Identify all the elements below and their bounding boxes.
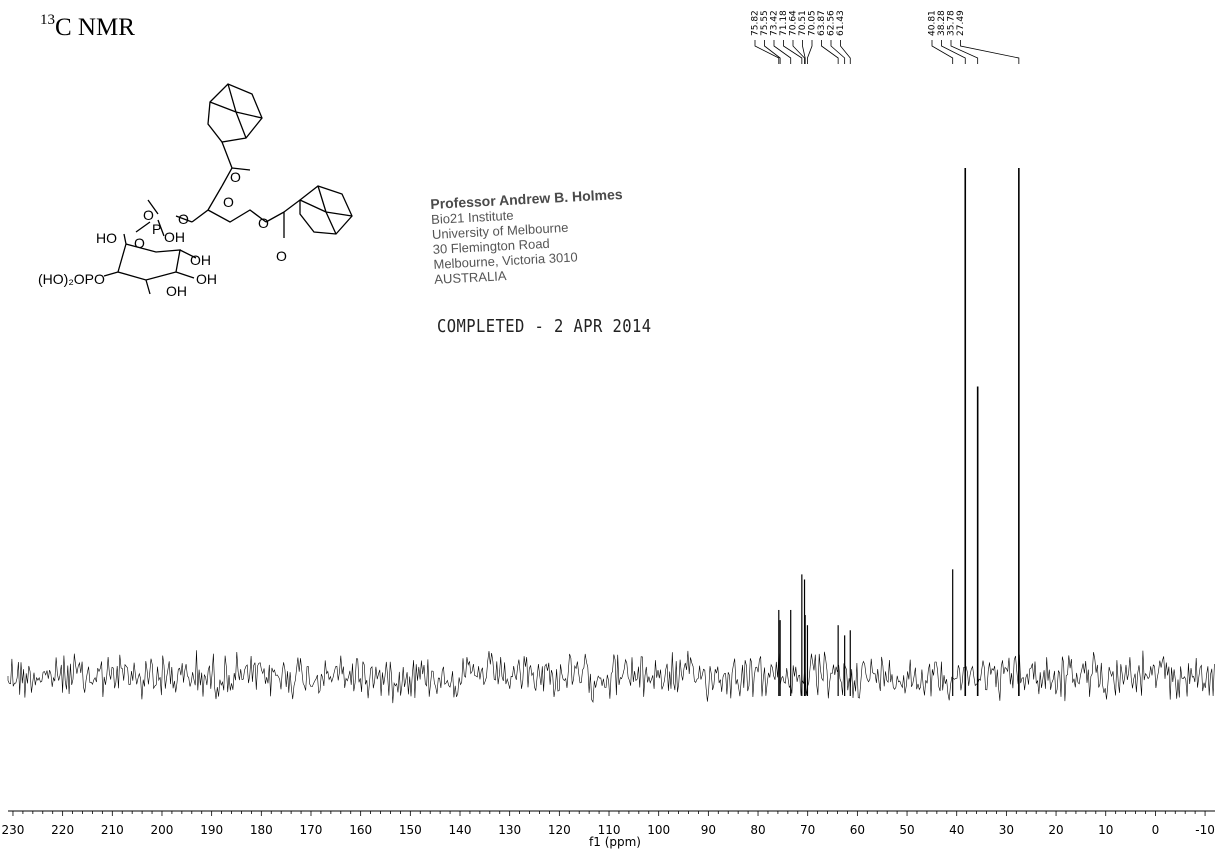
label-o-carbonyl-1: O <box>230 169 241 185</box>
peak-leader-70-51 <box>802 40 806 64</box>
x-tick-label: 180 <box>250 823 273 837</box>
peak-leader-71-18 <box>783 40 803 64</box>
peak-label-group: 75.82 75.55 73.42 71.18 70.64 70.51 70.05 63.87… <box>751 10 1020 64</box>
peak-label-61-43: 61.43 <box>836 10 846 36</box>
peak-label-27-49: 27.49 <box>956 10 966 36</box>
peak-leader-62-56 <box>830 40 846 64</box>
x-tick-label: 30 <box>999 823 1014 837</box>
peak-leader-40-81 <box>931 40 954 64</box>
x-tick-label: 210 <box>101 823 124 837</box>
x-tick-label: 220 <box>51 823 74 837</box>
peak-label-40-81: 40.81 <box>928 10 938 36</box>
x-tick-label: 90 <box>701 823 716 837</box>
label-o-carbonyl-2: O <box>276 248 287 264</box>
peak-leader-63-87 <box>821 40 839 64</box>
ester-bond-1 <box>221 141 251 187</box>
peak-leader-70-05 <box>807 40 813 64</box>
label-o-ester-2: O <box>258 215 269 231</box>
x-tick-label: 190 <box>200 823 223 837</box>
x-tick-label: 160 <box>349 823 372 837</box>
peak-label-70-64: 70.64 <box>789 10 799 36</box>
label-o-phosphate-1: O <box>143 207 154 223</box>
adamantane-right <box>299 185 353 235</box>
glycerol-backbone <box>191 185 267 223</box>
inositol-ring <box>103 233 197 295</box>
peak-label-62-56: 62.56 <box>827 10 837 36</box>
peak-leader-61-43 <box>840 40 851 64</box>
x-tick-label: 200 <box>151 823 174 837</box>
peak-label-73-42: 73.42 <box>770 10 780 36</box>
ester-bond-2 <box>265 199 301 238</box>
x-tick-label: 230 <box>2 823 25 837</box>
peak-leader-75-55 <box>764 40 781 64</box>
chemical-structure <box>103 83 353 295</box>
noise-trace <box>7 650 1215 704</box>
label-o-ring: O <box>134 235 145 251</box>
label-oh-ring-2: OH <box>196 271 217 287</box>
x-tick-label: 50 <box>899 823 914 837</box>
peak-label-63-87: 63.87 <box>817 10 827 36</box>
label-p: P <box>152 221 161 237</box>
peak-leader-75-82 <box>754 40 780 64</box>
peak-leader-73-42 <box>773 40 792 64</box>
label-hoopo: (HO)₂OPO <box>38 271 105 287</box>
peak-label-35-78: 35.78 <box>947 10 957 36</box>
title-superscript: 13 <box>40 12 55 28</box>
completed-stamp: COMPLETED - 2 APR 2014 <box>437 316 652 337</box>
x-tick-label: 140 <box>449 823 472 837</box>
label-ho-top: HO <box>96 230 117 246</box>
peak-label-70-05: 70.05 <box>808 10 818 36</box>
x-tick-label: 10 <box>1098 823 1113 837</box>
peak-leader-70-64 <box>792 40 805 64</box>
x-tick-label: 130 <box>498 823 521 837</box>
adamantane-top <box>207 83 263 143</box>
label-oh-ring-1: OH <box>190 252 211 268</box>
baseline-noise <box>7 650 1215 704</box>
peak-label-38-28: 38.28 <box>937 10 947 36</box>
title-text: C NMR <box>55 14 135 41</box>
x-tick-label: 150 <box>399 823 422 837</box>
x-tick-label: -10 <box>1195 823 1215 837</box>
spectrum-title: 13C NMR <box>40 12 135 42</box>
label-oh-phosphate: OH <box>164 229 185 245</box>
x-tick-label: 100 <box>647 823 670 837</box>
peak-label-71-18: 71.18 <box>779 10 789 36</box>
label-oh-ring-3: OH <box>166 283 187 299</box>
peak-label-70-51: 70.51 <box>798 10 808 36</box>
x-tick-label: 0 <box>1152 823 1160 837</box>
x-tick-label: 120 <box>548 823 571 837</box>
structure-labels: O O O O O O P OH O HO OH OH OH (HO)₂OPO <box>38 169 287 299</box>
x-tick-label: 80 <box>750 823 765 837</box>
address-stamp: Professor Andrew B. Holmes Bio21 Institu… <box>430 186 627 287</box>
peak-label-75-82: 75.82 <box>751 10 761 36</box>
x-axis-label: f1 (ppm) <box>589 835 641 849</box>
x-tick-label: 40 <box>949 823 964 837</box>
label-o-ester-1: O <box>223 194 234 210</box>
peak-lines <box>778 168 1020 696</box>
peak-leader-35-78 <box>950 40 979 64</box>
phosphate-bonds <box>135 199 193 237</box>
x-tick-label: 170 <box>300 823 323 837</box>
x-tick-label: 70 <box>800 823 815 837</box>
peak-leader-38-28 <box>941 40 966 64</box>
peak-label-75-55: 75.55 <box>760 10 770 36</box>
peak-leader-27-49 <box>960 40 1020 64</box>
label-o-phosphate-2: O <box>178 211 189 227</box>
x-axis-ticks: 230 220 210 200 190 180 170 160 150 140 130 120 110 1… <box>2 811 1215 837</box>
x-tick-label: 60 <box>850 823 865 837</box>
x-tick-label: 110 <box>598 823 621 837</box>
x-tick-label: 20 <box>1048 823 1063 837</box>
